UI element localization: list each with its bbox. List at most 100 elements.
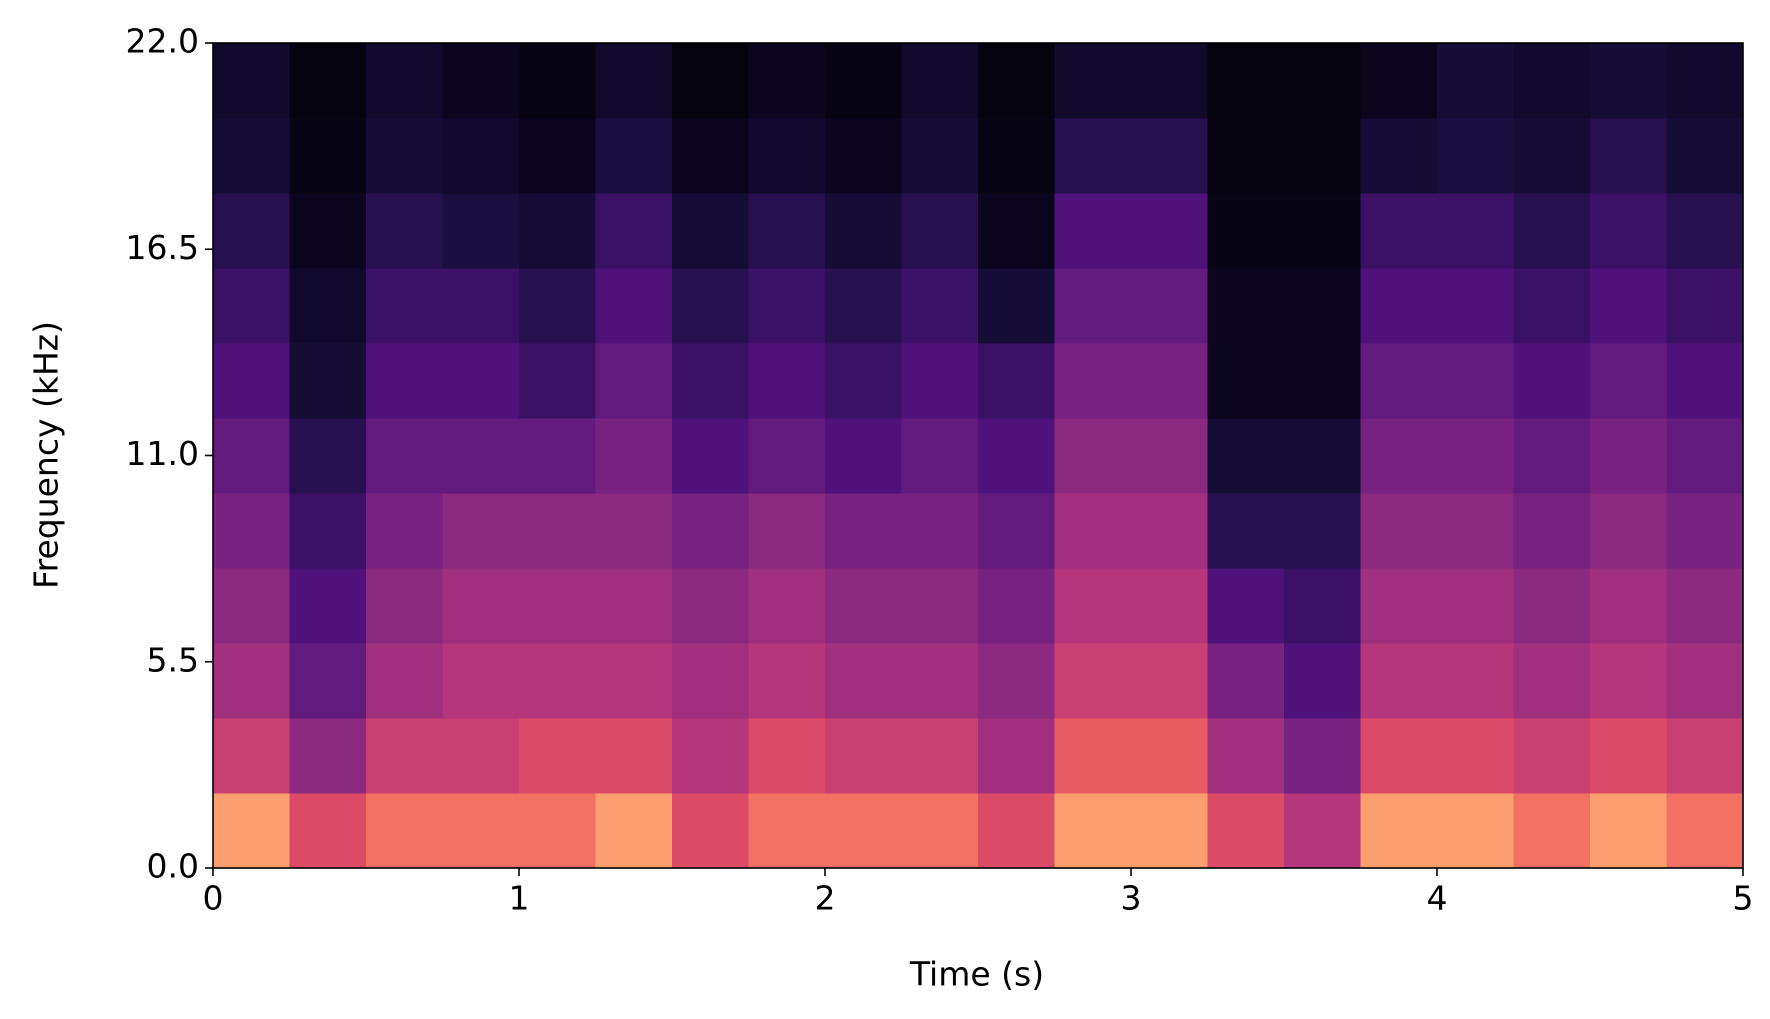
heatmap-cell: [1207, 268, 1285, 344]
heatmap-cell: [1437, 118, 1514, 194]
heatmap-cell: [1360, 493, 1438, 569]
x-tick-label: 4: [1427, 879, 1448, 918]
heatmap-cell: [595, 718, 673, 794]
heatmap-cell: [442, 718, 520, 794]
heatmap-cell: [748, 643, 826, 719]
heatmap-cell: [1590, 568, 1667, 644]
heatmap-cell: [595, 568, 673, 644]
heatmap-cell: [1513, 43, 1591, 119]
heatmap-cell: [1054, 268, 1132, 344]
heatmap-cell: [1666, 343, 1744, 419]
heatmap-cell: [442, 643, 520, 719]
heatmap-cell: [825, 418, 902, 494]
heatmap-cell: [901, 118, 979, 194]
heatmap-cell: [1360, 268, 1438, 344]
heatmap-cell: [1666, 268, 1744, 344]
heatmap-cell: [748, 193, 826, 269]
heatmap-cell: [442, 268, 520, 344]
heatmap-cell: [1513, 718, 1591, 794]
heatmap-cell: [672, 643, 749, 719]
heatmap-cell: [213, 343, 290, 419]
heatmap-cell: [1054, 43, 1132, 119]
x-tick-label: 3: [1121, 879, 1142, 918]
heatmap-cell: [442, 568, 520, 644]
heatmap-cell: [1590, 793, 1667, 869]
heatmap-cell: [748, 43, 826, 119]
heatmap-cell: [825, 493, 902, 569]
heatmap-cell: [289, 193, 367, 269]
heatmap-cell: [978, 343, 1055, 419]
heatmap-cell: [213, 643, 290, 719]
heatmap-cell: [901, 493, 979, 569]
heatmap-cell: [1054, 793, 1132, 869]
heatmap-cell: [1590, 193, 1667, 269]
heatmap-cell: [1666, 793, 1744, 869]
heatmap-cell: [1131, 493, 1208, 569]
heatmap-cell: [1590, 43, 1667, 119]
heatmap-cell: [1513, 118, 1591, 194]
heatmap-cell: [672, 793, 749, 869]
heatmap-cell: [519, 493, 596, 569]
heatmap-cell: [1207, 718, 1285, 794]
heatmap-cell: [366, 418, 443, 494]
x-tick-label: 1: [509, 879, 530, 918]
heatmap-cell: [901, 643, 979, 719]
heatmap-cell: [1360, 343, 1438, 419]
heatmap-cell: [1513, 268, 1591, 344]
heatmap-cell: [1360, 418, 1438, 494]
heatmap-cell: [213, 793, 290, 869]
heatmap-cell: [1437, 418, 1514, 494]
heatmap-cell: [1590, 343, 1667, 419]
heatmap-cell: [1284, 418, 1361, 494]
heatmap-cell: [519, 268, 596, 344]
heatmap-cell: [1590, 718, 1667, 794]
heatmap-cell: [1513, 643, 1591, 719]
heatmap-cell: [1131, 418, 1208, 494]
heatmap-cell: [1284, 343, 1361, 419]
heatmap-cell: [1437, 268, 1514, 344]
heatmap-cell: [366, 43, 443, 119]
heatmap-cell: [1437, 568, 1514, 644]
heatmap-cell: [901, 568, 979, 644]
heatmap-cell: [1437, 193, 1514, 269]
heatmap-cell: [825, 268, 902, 344]
heatmap-cell: [1207, 193, 1285, 269]
heatmap-cell: [1437, 493, 1514, 569]
heatmap-cell: [289, 43, 367, 119]
heatmap-cell: [825, 643, 902, 719]
heatmap-cell: [519, 568, 596, 644]
heatmap-cell: [1513, 343, 1591, 419]
heatmap-cell: [289, 268, 367, 344]
heatmap-cell: [978, 193, 1055, 269]
heatmap-cell: [825, 343, 902, 419]
heatmap-cell: [672, 268, 749, 344]
heatmap-cell: [289, 118, 367, 194]
heatmap-cell: [825, 43, 902, 119]
heatmap-cell: [1590, 493, 1667, 569]
heatmap-cell: [1513, 193, 1591, 269]
heatmap-cell: [978, 43, 1055, 119]
heatmap-cell: [519, 43, 596, 119]
heatmap-cell: [1437, 793, 1514, 869]
heatmap-cell: [289, 493, 367, 569]
y-tick-label: 0.0: [147, 847, 199, 886]
heatmap-cell: [366, 268, 443, 344]
y-tick-label: 11.0: [126, 434, 199, 473]
heatmap-cell: [595, 118, 673, 194]
heatmap-cell: [978, 643, 1055, 719]
heatmap-cell: [289, 718, 367, 794]
heatmap-cell: [748, 568, 826, 644]
heatmap-cell: [1590, 643, 1667, 719]
heatmap-cell: [825, 718, 902, 794]
heatmap-cell: [1513, 568, 1591, 644]
heatmap-cell: [1131, 568, 1208, 644]
heatmap-cell: [978, 268, 1055, 344]
heatmap-cell: [366, 493, 443, 569]
heatmap-cell: [901, 43, 979, 119]
x-tick-label: 5: [1733, 879, 1754, 918]
heatmap-cell: [825, 793, 902, 869]
heatmap-cell: [1054, 193, 1132, 269]
heatmap-cell: [595, 193, 673, 269]
heatmap-cell: [1666, 118, 1744, 194]
heatmap-cell: [289, 643, 367, 719]
